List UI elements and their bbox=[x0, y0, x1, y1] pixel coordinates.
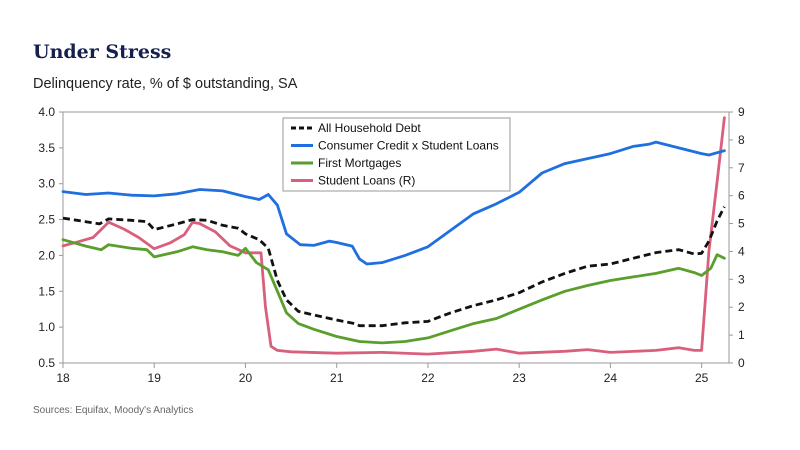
y-right-tick-label: 9 bbox=[738, 105, 745, 119]
y-left-tick-label: 3.0 bbox=[38, 177, 55, 191]
y-right-tick-label: 4 bbox=[738, 244, 745, 258]
series-line-first-mortgages bbox=[61, 238, 726, 345]
y-left-tick-label: 4.0 bbox=[38, 105, 55, 119]
x-tick-label: 22 bbox=[421, 371, 435, 385]
series-line-consumer-credit-x-student-loans bbox=[61, 140, 726, 266]
y-left-tick-label: 2.0 bbox=[38, 248, 55, 262]
x-tick-label: 24 bbox=[604, 371, 618, 385]
series-line-student-loans-r bbox=[61, 116, 726, 356]
series-line-all-household-debt bbox=[62, 206, 726, 328]
x-tick-label: 19 bbox=[148, 371, 162, 385]
y-right-tick-label: 0 bbox=[738, 356, 745, 370]
x-tick-label: 25 bbox=[695, 371, 709, 385]
y-right-tick-label: 6 bbox=[738, 189, 745, 203]
plot-frame bbox=[62, 111, 730, 364]
y-left-tick-label: 2.5 bbox=[38, 213, 55, 227]
legend-label: First Mortgages bbox=[318, 156, 401, 170]
y-left-tick-label: 1.5 bbox=[38, 284, 55, 298]
y-right-tick-label: 1 bbox=[738, 328, 745, 342]
y-left-tick-label: 1.0 bbox=[38, 320, 55, 334]
source-note: Sources: Equifax, Moody's Analytics bbox=[33, 405, 194, 416]
x-tick-label: 21 bbox=[330, 371, 344, 385]
y-left-tick-label: 3.5 bbox=[38, 141, 55, 155]
y-right-tick-label: 5 bbox=[738, 217, 745, 231]
legend-label: Student Loans (R) bbox=[318, 174, 415, 188]
chart-subtitle: Delinquency rate, % of $ outstanding, SA bbox=[33, 76, 298, 92]
legend-box bbox=[282, 117, 511, 192]
legend: All Household Debt Consumer Credit x Stud… bbox=[282, 117, 511, 192]
y-right-tick-label: 2 bbox=[738, 300, 745, 314]
x-tick-label: 23 bbox=[512, 371, 526, 385]
legend-label: Consumer Credit x Student Loans bbox=[318, 139, 499, 153]
x-tick-label: 18 bbox=[56, 371, 70, 385]
y-right-tick-label: 7 bbox=[738, 161, 745, 175]
y-right-tick-label: 3 bbox=[738, 272, 745, 286]
y-right-tick-label: 8 bbox=[738, 133, 745, 147]
chart-title: Under Stress bbox=[33, 41, 172, 63]
legend-label: All Household Debt bbox=[318, 121, 421, 135]
y-left-tick-label: 0.5 bbox=[38, 356, 55, 370]
x-tick-label: 20 bbox=[239, 371, 253, 385]
